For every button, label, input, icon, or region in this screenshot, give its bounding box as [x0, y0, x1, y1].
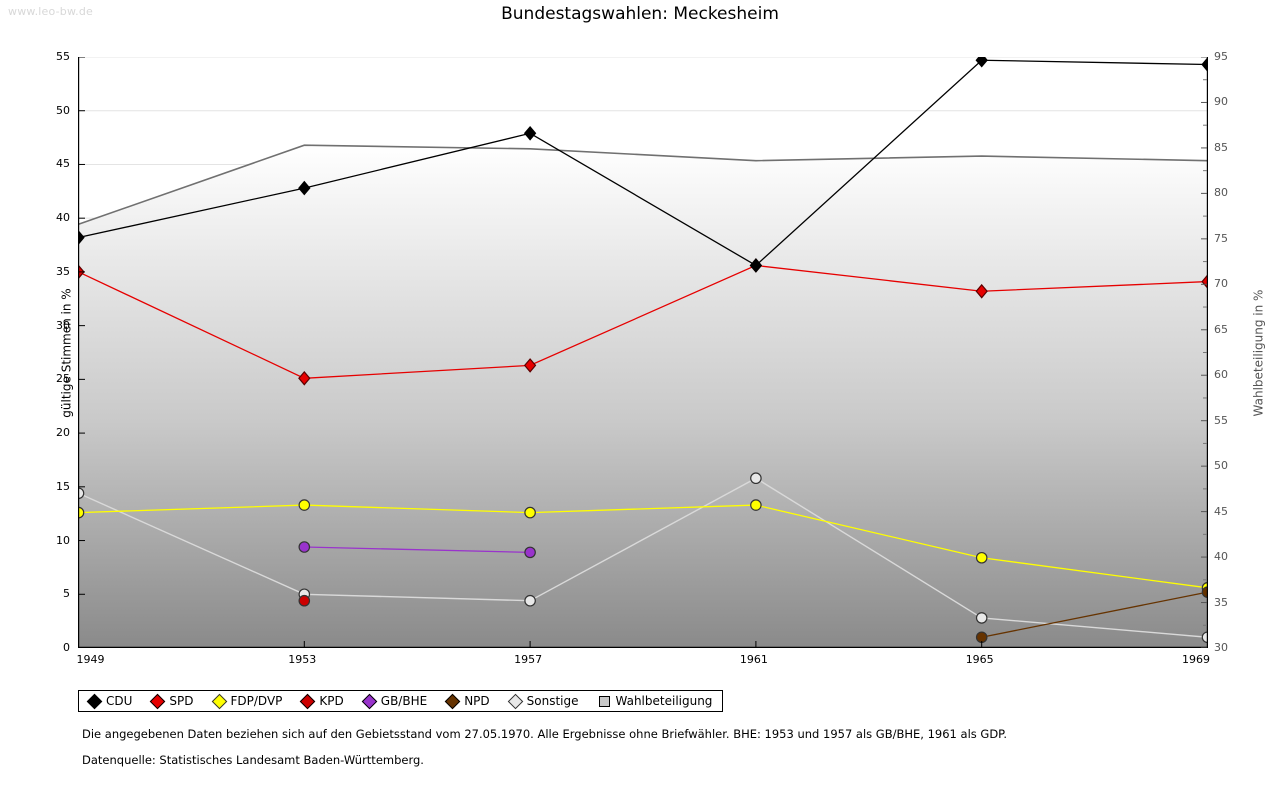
legend-item-kpd[interactable]: KPD — [300, 693, 344, 709]
page-title: Bundestagswahlen: Meckesheim — [501, 4, 779, 24]
legend-item-wahlbeteiligung[interactable]: Wahlbeteiligung — [598, 694, 713, 708]
right-tick-label: 40 — [1214, 550, 1228, 564]
right-tick-label: 80 — [1214, 186, 1228, 200]
right-axis-title: Wahlbeteiligung in % — [1251, 289, 1266, 416]
watermark: www.leo-bw.de — [8, 5, 94, 18]
left-tick-label: 30 — [56, 318, 70, 332]
legend-item-spd[interactable]: SPD — [150, 693, 194, 709]
legend-item-cdu[interactable]: CDU — [86, 693, 133, 709]
legend-label: Sonstige — [526, 694, 579, 708]
legend-label: NPD — [464, 694, 490, 708]
x-tick-label: 1969 — [1182, 653, 1210, 666]
left-tick-label: 25 — [56, 372, 70, 386]
right-tick-label: 45 — [1214, 504, 1228, 518]
right-tick-label: 90 — [1214, 95, 1228, 109]
legend-label: KPD — [319, 694, 344, 708]
left-tick-label: 50 — [56, 103, 70, 117]
right-tick-label: 70 — [1214, 277, 1228, 291]
note-datenquelle: Datenquelle: Statistisches Landesamt Bad… — [82, 753, 424, 767]
legend-label: GB/BHE — [380, 694, 428, 708]
right-tick-label: 85 — [1214, 140, 1228, 154]
left-tick-label: 5 — [63, 587, 70, 601]
legend-diamond-icon — [361, 693, 378, 709]
left-tick-label: 55 — [56, 50, 70, 63]
legend-square-icon — [598, 695, 610, 707]
right-tick-label: 30 — [1214, 641, 1228, 654]
legend-item-fdp-dvp[interactable]: FDP/DVP — [211, 693, 283, 709]
legend-item-sonstige[interactable]: Sonstige — [507, 693, 579, 709]
left-axis-title-wrap: gültige Stimmen in % — [0, 57, 74, 648]
right-tick-label: 50 — [1214, 459, 1228, 473]
legend-label: SPD — [169, 694, 194, 708]
legend-label: Wahlbeteiligung — [615, 694, 713, 708]
x-tick-label: 1953 — [288, 653, 317, 666]
legend-diamond-icon — [86, 693, 103, 709]
right-tick-label: 60 — [1214, 368, 1228, 382]
right-tick-label: 95 — [1214, 50, 1228, 63]
x-tick-label: 1957 — [514, 653, 543, 666]
legend-label: CDU — [106, 694, 133, 708]
right-tick-label: 65 — [1214, 322, 1228, 336]
legend-label: FDP/DVP — [230, 694, 283, 708]
legend-diamond-icon — [211, 693, 227, 709]
left-tick-label: 45 — [56, 157, 70, 171]
left-tick-label: 15 — [56, 479, 70, 493]
legend-item-gb-bhe[interactable]: GB/BHE — [361, 693, 428, 709]
chart-svg — [78, 57, 1208, 648]
x-tick-label: 1965 — [965, 653, 994, 666]
left-tick-label: 35 — [56, 264, 70, 278]
legend-diamond-icon — [507, 693, 523, 709]
legend-diamond-icon — [300, 693, 316, 709]
legend-item-npd[interactable]: NPD — [444, 693, 490, 709]
right-tick-label: 35 — [1214, 595, 1228, 609]
chart-legend: CDU SPD FDP/DVP KPD GB/BHE NPD Sonstige Wahlbet… — [78, 690, 724, 712]
x-tick-label: 1949 — [76, 653, 105, 666]
right-axis-title-wrap: Wahlbeteiligung in % — [1246, 57, 1268, 648]
x-tick-label: 1961 — [739, 653, 768, 666]
left-tick-label: 10 — [56, 533, 70, 547]
legend-diamond-icon — [150, 693, 166, 709]
right-tick-label: 55 — [1214, 413, 1228, 427]
left-tick-label: 40 — [56, 211, 70, 225]
note-gebietsstand: Die angegebenen Daten beziehen sich auf … — [82, 727, 1007, 741]
plot-area — [78, 57, 1208, 648]
right-tick-label: 75 — [1214, 231, 1228, 245]
left-tick-label: 20 — [56, 426, 70, 440]
left-tick-label: 0 — [63, 641, 70, 654]
left-axis-title: gültige Stimmen in % — [59, 287, 74, 418]
legend-diamond-icon — [444, 693, 461, 709]
